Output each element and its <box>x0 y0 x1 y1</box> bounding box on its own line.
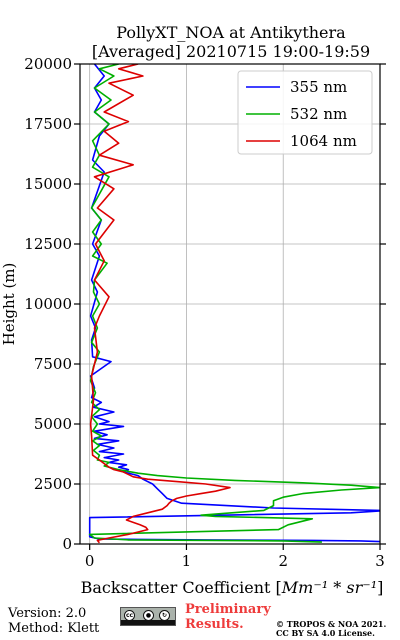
y-tick-label: 20000 <box>24 55 72 73</box>
badge-bar <box>121 620 175 625</box>
y-tick-label: 2500 <box>34 475 72 493</box>
version-info: Version: 2.0 Method: Klett <box>8 606 99 636</box>
x-tick-label: 1 <box>182 552 192 570</box>
chart-title-line2: [Averaged] 20210715 19:00-19:59 <box>92 42 370 61</box>
y-tick-label: 17500 <box>24 115 72 133</box>
preliminary-line2: Results. <box>185 617 244 632</box>
method-text: Method: Klett <box>8 621 100 636</box>
series-line-1 <box>88 64 380 543</box>
legend-entry: 1064 nm <box>290 132 357 150</box>
x-axis-label-units: Mm⁻¹ * sr⁻¹ <box>281 578 377 597</box>
y-axis-label: Height (m) <box>0 263 18 346</box>
version-text: Version: 2.0 <box>8 606 87 621</box>
axis-ticks: 0 1 2 3 0 2500 5000 7500 10000 12500 15000 17500 200… <box>24 55 386 570</box>
cc-license-badge: cc ● ↻ <box>120 607 176 626</box>
y-tick-label: 0 <box>62 535 72 553</box>
y-tick-label: 15000 <box>24 175 72 193</box>
y-tick-label: 12500 <box>24 235 72 253</box>
legend-entry: 355 nm <box>290 78 347 96</box>
x-axis-label: Backscatter Coefficient [Mm⁻¹ * sr⁻¹] <box>81 578 384 597</box>
legend: 355 nm 532 nm 1064 nm <box>237 70 373 155</box>
chart-title-line1: PollyXT_NOA at Antikythera <box>116 23 346 42</box>
x-tick-label: 2 <box>278 552 288 570</box>
series-lines <box>88 64 380 544</box>
y-tick-label: 5000 <box>34 415 72 433</box>
copyright-line1: © TROPOS & NOA 2021. <box>276 619 387 629</box>
preliminary-line1: Preliminary <box>185 602 271 617</box>
preliminary-notice: Preliminary Results. <box>185 602 271 632</box>
y-tick-label: 10000 <box>24 295 72 313</box>
series-line-2 <box>89 64 231 544</box>
x-tick-label: 0 <box>85 552 95 570</box>
copyright-notice: © TROPOS & NOA 2021. CC BY SA 4.0 Licens… <box>276 620 386 638</box>
x-axis-label-suffix: ] <box>377 578 383 597</box>
x-axis-label-prefix: Backscatter Coefficient [ <box>81 578 282 597</box>
legend-entry: 532 nm <box>290 105 347 123</box>
copyright-line2: CC BY SA 4.0 License. <box>276 628 375 638</box>
y-tick-label: 7500 <box>34 355 72 373</box>
x-tick-label: 3 <box>375 552 385 570</box>
legend-box <box>237 70 373 155</box>
